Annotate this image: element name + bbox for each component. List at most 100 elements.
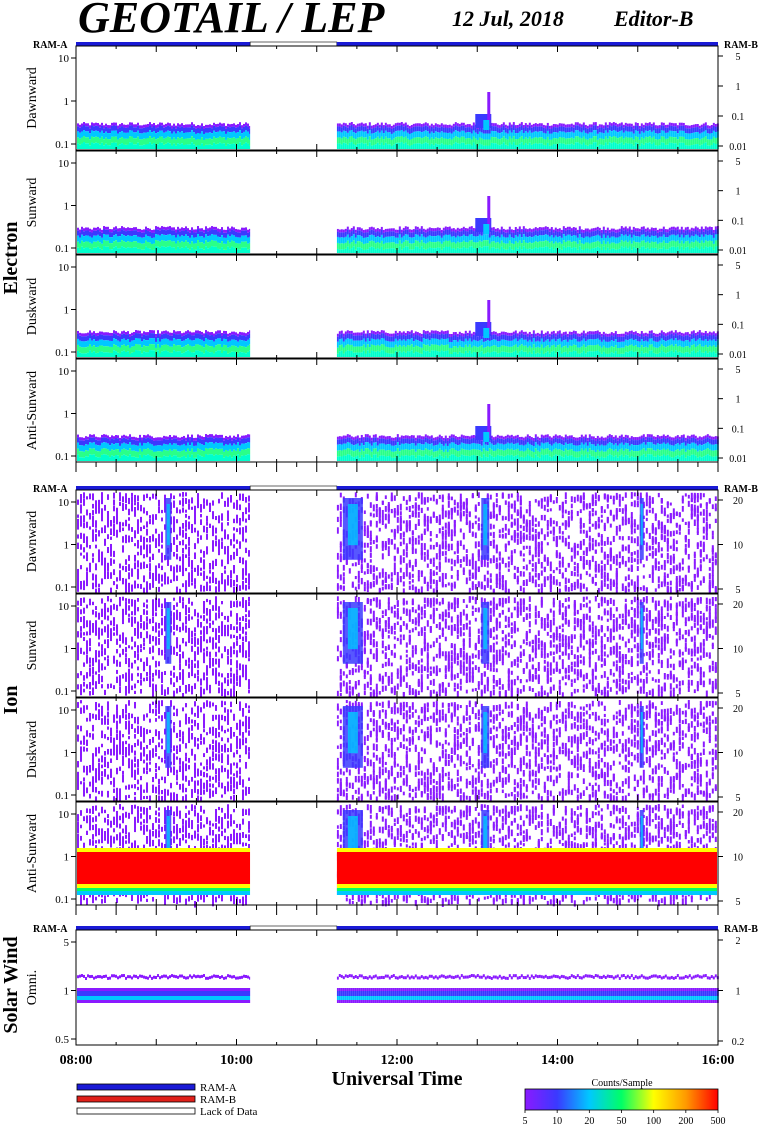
spectrogram-cell [465,236,467,242]
spectrogram-cell [353,341,355,347]
spectrogram-cell [177,331,179,334]
spectrogram-cell [107,435,109,438]
spectrogram-cell [165,235,167,241]
spectrogram-cell [129,122,131,125]
spectrogram-cell [369,125,371,130]
spectrogram-cell [413,237,415,243]
spectrogram-cell [245,449,247,455]
spectrogram-cell [639,249,641,253]
spectrogram-cell [637,336,639,341]
spectrogram-cell [93,437,95,442]
spectrogram-cell [671,345,673,351]
spectrogram-cell [387,132,389,138]
spectrogram-cell [153,244,155,250]
spectrogram-cell [197,240,199,246]
spectrogram-cell [385,237,387,243]
spectrogram-cell [223,230,225,233]
spectrogram-cell [341,232,343,237]
spectrogram-cell [697,352,699,357]
spectrogram-cell [623,139,625,145]
spectrogram-cell [359,227,361,230]
spectrogram-cell [433,331,435,334]
spectrogram-cell [195,232,197,237]
spectrogram-cell [407,436,409,439]
spectrogram-cell [223,452,225,458]
spectrogram-cell [711,125,713,128]
spectrogram-cell [535,137,537,143]
spectrogram-cell [601,244,603,250]
spectrogram-cell [233,450,235,456]
spectrogram-cell [229,127,231,132]
spectrogram-cell [229,132,231,138]
spectrogram-cell [339,238,341,244]
spectrogram-cell [343,143,345,149]
spectrogram-cell [375,335,377,340]
spectrogram-cell [189,451,191,457]
spectrogram-cell [651,330,653,333]
spectrogram-cell [513,332,515,335]
spectrogram-cell [197,145,199,149]
spectrogram-cell [701,145,703,149]
spectrogram-cell [641,230,643,235]
spectrogram-cell [147,332,149,335]
spectrogram-cell [87,131,89,137]
spectrogram-cell [351,334,353,339]
spectrogram-cell [421,246,423,253]
spectrogram-cell [447,350,449,357]
spectrogram-cell [177,440,179,445]
spectrogram-cell [417,126,419,131]
spectrogram-cell [345,444,347,450]
spectrogram-cell [523,340,525,346]
y-tick-label-left: 10 [58,262,70,274]
spectrogram-cell [201,131,203,137]
spectrogram-cell [617,132,619,138]
spectrogram-cell [121,226,123,229]
y-tick-label-right: 1 [736,82,741,93]
spectrogram-cell [229,436,231,439]
spectrogram-cell [125,456,127,461]
spectrogram-cell [343,450,345,456]
spectrogram-cell [453,352,455,357]
spectrogram-cell [639,334,641,337]
spectrogram-cell [407,456,409,461]
spectrogram-cell [669,143,671,149]
spectrogram-cell [425,334,427,339]
spectrogram-cell [643,353,645,357]
spectrogram-cell [661,237,663,243]
spectrogram-cell [505,233,507,238]
spectrogram-cell [119,228,121,231]
spectrogram-cell [571,332,573,335]
spectrogram-cell [229,236,231,242]
spectrogram-cell [431,228,433,231]
spectrogram-cell [375,434,377,437]
spectrogram-cell [707,247,709,253]
spectrogram-cell [399,345,401,351]
spectrogram-cell [351,122,353,125]
spectrogram-cell [405,333,407,336]
spectrogram-cell [199,331,201,334]
spectrogram-cell [537,341,539,347]
spectrogram-cell [427,345,429,351]
spectrogram-cell [689,134,691,140]
spectrogram-cell [703,131,705,137]
spectrogram-cell [393,441,395,446]
spectrogram-cell [567,235,569,241]
spectrogram-cell [503,335,505,340]
spectrogram-cell [157,440,159,445]
spectrogram-cell [369,435,371,438]
spectrogram-cell [87,457,89,461]
spectrogram-cell [171,129,173,134]
spectrogram-cell [459,346,461,352]
spectrogram-cell [473,130,475,136]
spectrogram-cell [515,133,517,139]
spectrogram-cell [503,130,505,136]
spectrogram-cell [443,133,445,139]
spectrogram-cell [129,437,131,442]
spectrogram-cell [137,441,139,446]
spectrogram-cell [537,231,539,236]
spectrogram-cell [489,134,491,140]
spectrogram-cell [551,227,553,230]
spectrogram-cell [503,142,505,149]
spectrogram-cell [139,345,141,351]
